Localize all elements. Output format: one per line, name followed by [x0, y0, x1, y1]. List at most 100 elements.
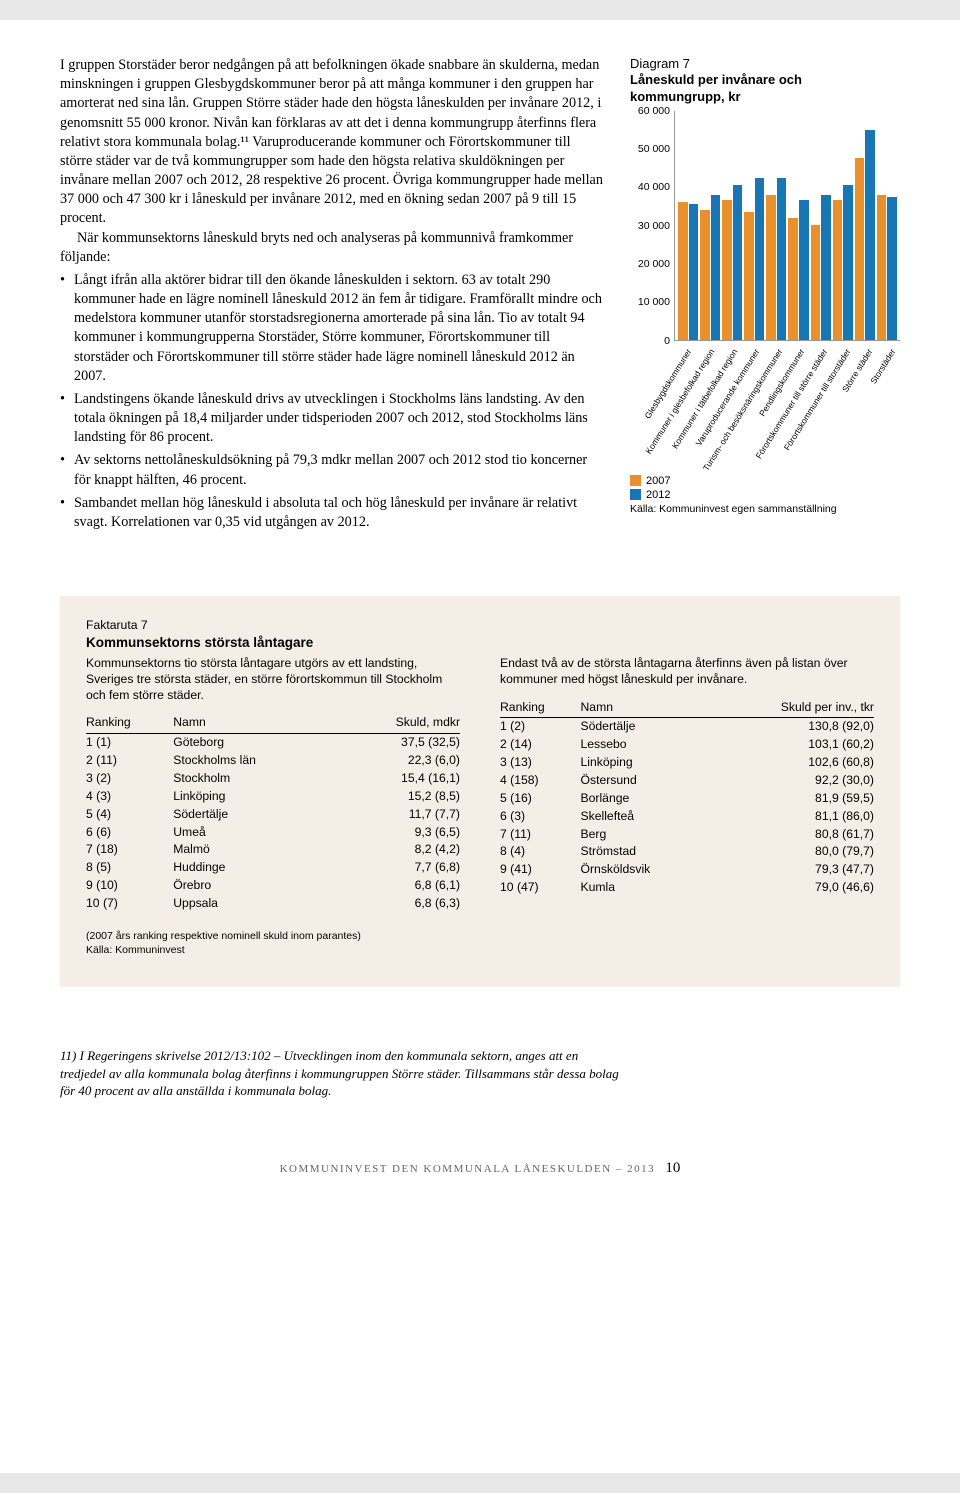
table-cell: Umeå — [173, 824, 334, 842]
table-cell: Södertälje — [173, 806, 334, 824]
bar-2012 — [887, 197, 897, 340]
table-row: 8 (4)Strömstad80,0 (79,7) — [500, 843, 874, 861]
bar-2012 — [799, 200, 809, 339]
legend-2007-label: 2007 — [646, 475, 670, 487]
table-cell: 80,0 (79,7) — [706, 843, 874, 861]
table-cell: Göteborg — [173, 734, 334, 752]
bullet-2: Landstingens ökande låneskuld drivs av u… — [60, 390, 606, 448]
th-ranking: Ranking — [500, 700, 581, 718]
chart-heading: Diagram 7 Låneskuld per invånare och kom… — [630, 56, 900, 105]
table-row: 5 (16)Borlänge81,9 (59,5) — [500, 790, 874, 808]
bar-2007 — [766, 195, 776, 340]
table-cell: 7,7 (6,8) — [334, 859, 460, 877]
table-cell: 7 (18) — [86, 841, 173, 859]
table-row: 2 (11)Stockholms län22,3 (6,0) — [86, 752, 460, 770]
top-section: I gruppen Storstäder beror nedgången på … — [60, 56, 900, 536]
legend-2012: 2012 — [630, 489, 900, 501]
bar-2012 — [689, 204, 699, 339]
table-cell: Örnsköldsvik — [581, 861, 707, 879]
table-cell: Borlänge — [581, 790, 707, 808]
bar-2007 — [700, 210, 710, 340]
table-cell: 5 (4) — [86, 806, 173, 824]
page: I gruppen Storstäder beror nedgången på … — [0, 20, 960, 1473]
bar-2012 — [733, 185, 743, 340]
table-cell: Lessebo — [581, 736, 707, 754]
legend: 2007 2012 Källa: Kommuninvest egen samma… — [630, 475, 900, 515]
page-footnote: 11) I Regeringens skrivelse 2012/13:102 … — [60, 1047, 620, 1100]
table-cell: 4 (3) — [86, 788, 173, 806]
table-cell: 130,8 (92,0) — [706, 718, 874, 736]
table-cell: 1 (1) — [86, 734, 173, 752]
faktaruta-intro-right: Endast två av de största låntagarna åter… — [500, 656, 874, 688]
y-tick: 60 000 — [638, 105, 670, 117]
bar-2007 — [744, 212, 754, 340]
table-cell: 79,0 (46,6) — [706, 879, 874, 897]
body-text: I gruppen Storstäder beror nedgången på … — [60, 56, 606, 536]
table-cell: Östersund — [581, 772, 707, 790]
table-cell: 79,3 (47,7) — [706, 861, 874, 879]
bullet-1: Långt ifrån alla aktörer bidrar till den… — [60, 271, 606, 386]
faktaruta-col-left: Kommunsektorns tio största låntagare utg… — [86, 656, 460, 913]
table-cell: Malmö — [173, 841, 334, 859]
table-cell: 3 (2) — [86, 770, 173, 788]
paragraph-2: När kommunsektorns låneskuld bryts ned o… — [60, 229, 606, 267]
table-cell: 8,2 (4,2) — [334, 841, 460, 859]
table-cell: 6,8 (6,1) — [334, 877, 460, 895]
table-cell: 102,6 (60,8) — [706, 754, 874, 772]
table-row: 9 (10)Örebro6,8 (6,1) — [86, 877, 460, 895]
table-cell: 92,2 (30,0) — [706, 772, 874, 790]
faktaruta: Faktaruta 7 Kommunsektorns största lånta… — [60, 596, 900, 987]
bar-2012 — [755, 178, 765, 340]
bar-pair — [700, 111, 720, 340]
table-cell: Huddinge — [173, 859, 334, 877]
footer-text: KOMMUNINVEST DEN KOMMUNALA LÅNESKULDEN –… — [280, 1163, 656, 1175]
bar-2007 — [722, 200, 732, 339]
table-cell: 6,8 (6,3) — [334, 895, 460, 913]
table-cell: Stockholms län — [173, 752, 334, 770]
chart-plot-area: 010 00020 00030 00040 00050 00060 000 — [630, 111, 900, 341]
bar-2007 — [877, 195, 887, 340]
bar-2007 — [855, 158, 865, 339]
bar-pair — [722, 111, 742, 340]
bar-2012 — [777, 178, 787, 340]
plot — [674, 111, 900, 341]
paragraph-1: I gruppen Storstäder beror nedgången på … — [60, 56, 606, 229]
table-row: 6 (3)Skellefteå81,1 (86,0) — [500, 808, 874, 826]
table-cell: 15,2 (8,5) — [334, 788, 460, 806]
diagram-number: Diagram 7 — [630, 56, 690, 71]
table-row: 1 (2)Södertälje130,8 (92,0) — [500, 718, 874, 736]
faktaruta-table-left: Ranking Namn Skuld, mdkr 1 (1)Göteborg37… — [86, 715, 460, 912]
table-row: 3 (13)Linköping102,6 (60,8) — [500, 754, 874, 772]
table-row: 1 (1)Göteborg37,5 (32,5) — [86, 734, 460, 752]
table-cell: Stockholm — [173, 770, 334, 788]
y-tick: 50 000 — [638, 143, 670, 155]
faktaruta-footnote: (2007 års ranking respektive nominell sk… — [86, 929, 874, 957]
table-cell: Uppsala — [173, 895, 334, 913]
table-cell: 22,3 (6,0) — [334, 752, 460, 770]
faktaruta-heading: Faktaruta 7 Kommunsektorns största lånta… — [86, 618, 874, 652]
table-cell: Linköping — [581, 754, 707, 772]
table-cell: 2 (11) — [86, 752, 173, 770]
chart-container: Diagram 7 Låneskuld per invånare och kom… — [630, 56, 900, 536]
table-cell: 8 (5) — [86, 859, 173, 877]
table-cell: 1 (2) — [500, 718, 581, 736]
bar-2007 — [811, 225, 821, 340]
bar-2012 — [711, 195, 721, 340]
table-cell: 9 (41) — [500, 861, 581, 879]
table-row: 8 (5)Huddinge7,7 (6,8) — [86, 859, 460, 877]
faktaruta-number: Faktaruta 7 — [86, 618, 148, 632]
legend-2012-label: 2012 — [646, 489, 670, 501]
legend-2007: 2007 — [630, 475, 900, 487]
bar-2012 — [821, 195, 831, 340]
table-cell: 11,7 (7,7) — [334, 806, 460, 824]
table-cell: 81,9 (59,5) — [706, 790, 874, 808]
bar-2012 — [843, 185, 853, 340]
bar-pair — [833, 111, 853, 340]
table-row: 7 (18)Malmö8,2 (4,2) — [86, 841, 460, 859]
table-cell: Södertälje — [581, 718, 707, 736]
table-cell: Skellefteå — [581, 808, 707, 826]
faktaruta-columns: Kommunsektorns tio största låntagare utg… — [86, 656, 874, 913]
table-row: 10 (47)Kumla79,0 (46,6) — [500, 879, 874, 897]
bar-pair — [788, 111, 808, 340]
table-cell: 5 (16) — [500, 790, 581, 808]
